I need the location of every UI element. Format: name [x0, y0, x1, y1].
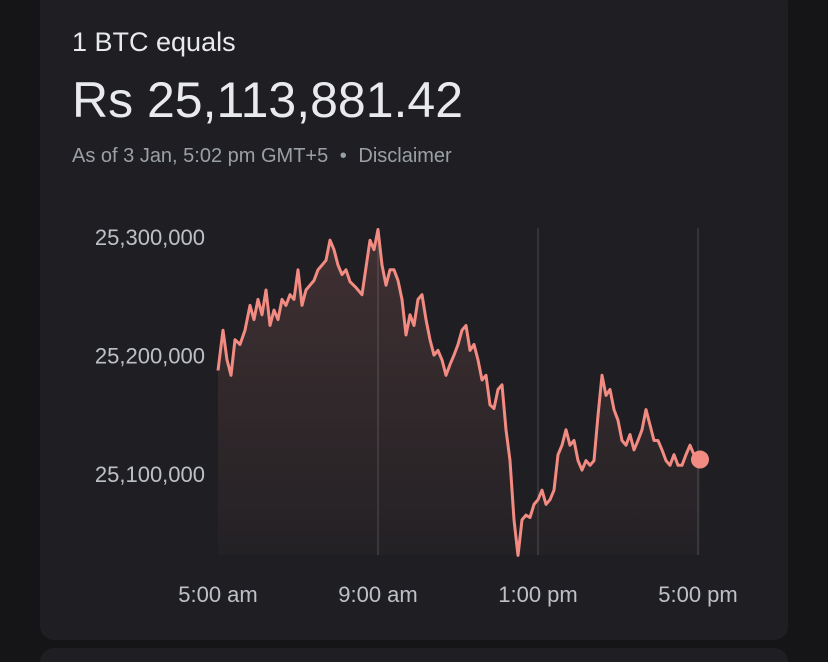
subtitle: As of 3 Jan, 5:02 pm GMT+5 • Disclaimer	[72, 145, 452, 167]
next-card	[40, 648, 788, 662]
separator: •	[340, 145, 347, 167]
price-line	[216, 228, 701, 557]
area-fill	[218, 229, 700, 556]
x-tick-label: 1:00 pm	[498, 582, 578, 607]
as-of: As of 3 Jan, 5:02 pm GMT+5	[72, 145, 328, 167]
current-point	[691, 450, 709, 469]
price: Rs 25,113,881.42	[72, 72, 463, 128]
disclaimer-link[interactable]: Disclaimer	[358, 145, 452, 167]
title: 1 BTC equals	[72, 27, 236, 57]
x-tick-label: 9:00 am	[338, 582, 418, 607]
x-tick-label: 5:00 pm	[658, 582, 738, 607]
plot: 25,100,000 25,200,000 25,300,000 5:00 am 9:0…	[95, 225, 738, 607]
x-tick-label: 5:00 am	[178, 582, 258, 607]
y-tick-label: 25,100,000	[95, 462, 205, 487]
y-tick-label: 25,300,000	[95, 225, 205, 250]
y-tick-label: 25,200,000	[95, 343, 205, 368]
